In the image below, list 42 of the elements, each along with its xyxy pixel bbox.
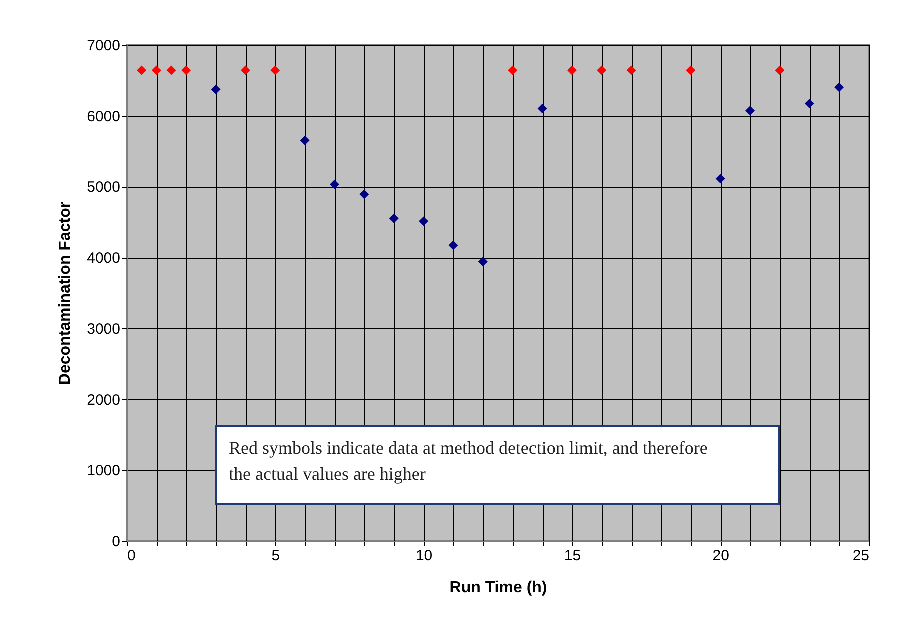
x-tick-label: 20 (712, 548, 730, 564)
point (508, 66, 518, 76)
point (834, 82, 844, 92)
point (137, 66, 147, 76)
point (182, 66, 192, 76)
point (152, 66, 162, 76)
point (448, 240, 458, 250)
point (389, 214, 399, 224)
point (597, 66, 607, 76)
y-tick-label: 7000 (87, 38, 120, 54)
y-tick-label: 1000 (87, 462, 120, 480)
point (716, 174, 726, 184)
x-tick-label: 10 (416, 548, 433, 564)
point (746, 106, 756, 116)
x-tick-label: 0 (128, 548, 136, 564)
point (567, 66, 577, 76)
point (686, 66, 696, 76)
y-tick-label: 0 (112, 534, 120, 550)
point (211, 84, 221, 94)
point (300, 136, 310, 146)
x-axis-title: Run Time (h) (450, 580, 548, 596)
point (775, 66, 785, 76)
point (166, 66, 176, 76)
point (626, 66, 636, 76)
x-tick-label: 15 (564, 548, 582, 564)
y-axis-title: Decontamination Factor (57, 202, 74, 386)
y-tick-label: 5000 (87, 179, 120, 196)
x-tick-label: 25 (852, 548, 870, 564)
y-tick-label: 2000 (87, 392, 120, 409)
point (270, 66, 280, 76)
y-tick-label: 3000 (87, 320, 120, 338)
point (330, 180, 340, 190)
y-tick-label: 6000 (87, 108, 120, 126)
x-tick-label: 5 (272, 548, 280, 564)
point (419, 216, 429, 226)
point (240, 66, 250, 76)
point (478, 257, 488, 267)
point (804, 99, 814, 109)
text-box: Red symbols indicate data at method detection limit, and therefore the actual values are higher (215, 425, 780, 505)
point (360, 190, 370, 200)
point (538, 104, 548, 114)
y-tick-label: 4000 (87, 250, 120, 268)
